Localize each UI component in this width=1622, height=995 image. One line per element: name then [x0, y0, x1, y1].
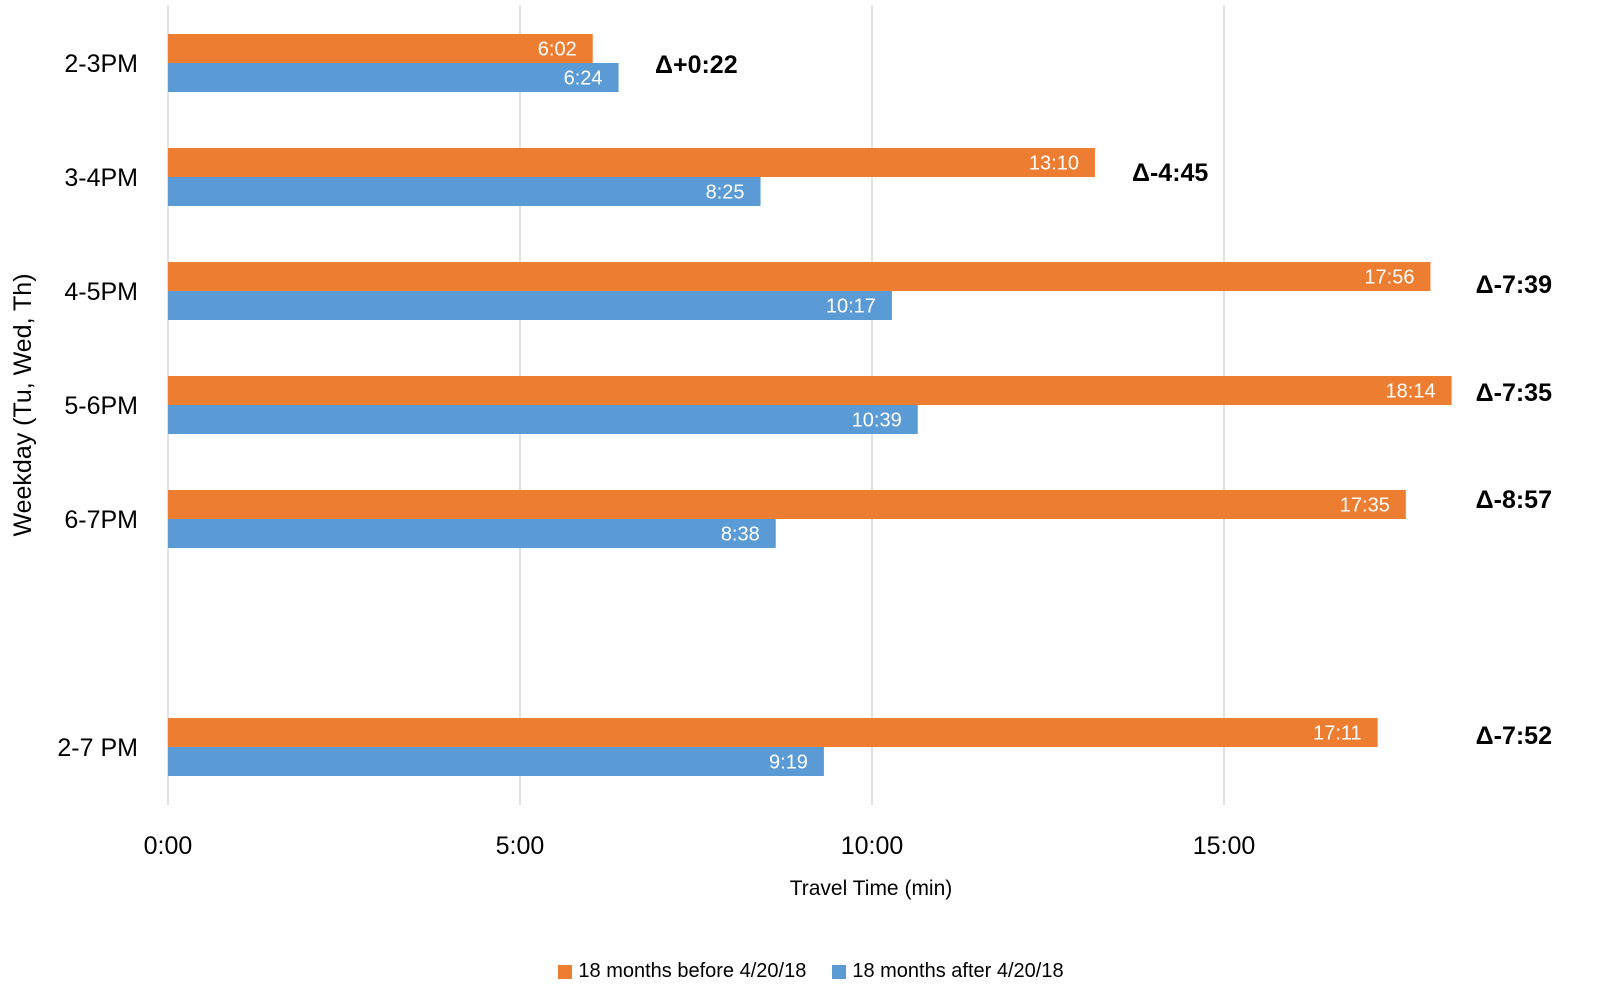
bar-before-2 — [168, 262, 1431, 291]
legend-label-after: 18 months after 4/20/18 — [852, 960, 1064, 982]
bar-after-0 — [168, 63, 619, 92]
category-label-3: 5-6PM — [64, 392, 138, 420]
bar-value-labels: 6:02 13:10 17:56 18:14 17:35 17:11 6:24 8:25 10:… — [538, 39, 1436, 774]
x-tick-label-1: 5:00 — [496, 832, 545, 860]
bar-label-after-2: 10:17 — [826, 296, 876, 318]
category-label-0: 2-3PM — [64, 50, 138, 78]
bar-label-after-4: 8:38 — [721, 524, 760, 546]
delta-annotation-5: Δ-7:52 — [1476, 722, 1552, 750]
bar-label-before-4: 17:35 — [1340, 495, 1390, 517]
bar-label-before-5: 17:11 — [1313, 723, 1362, 745]
bar-label-after-1: 8:25 — [706, 182, 745, 204]
bar-after-3 — [168, 405, 918, 434]
bar-label-after-5: 9:19 — [769, 752, 808, 774]
bar-before-5 — [168, 718, 1378, 747]
bar-label-before-3: 18:14 — [1386, 381, 1436, 403]
x-tick-label-0: 0:00 — [144, 832, 193, 860]
delta-annotations: Δ+0:22 Δ-4:45 Δ-7:39 Δ-7:35 Δ-8:57 Δ-7:52 — [655, 51, 1552, 750]
legend: 18 months before 4/20/18 18 months after… — [0, 960, 1622, 983]
y-axis-title: Weekday (Tu, Wed, Th) — [9, 273, 37, 536]
bar-label-after-3: 10:39 — [852, 410, 902, 432]
category-label-4: 6-7PM — [64, 506, 138, 534]
category-label-2: 4-5PM — [64, 278, 138, 306]
bar-label-before-0: 6:02 — [538, 39, 577, 61]
category-label-5: 2-7 PM — [57, 734, 138, 762]
delta-annotation-1: Δ-4:45 — [1132, 159, 1208, 187]
bar-after-4 — [168, 519, 776, 548]
legend-swatch-after — [832, 964, 847, 979]
x-axis-title: Travel Time (min) — [790, 877, 953, 900]
delta-annotation-2: Δ-7:39 — [1476, 271, 1552, 299]
bar-before-3 — [168, 376, 1452, 405]
bar-label-before-2: 17:56 — [1364, 267, 1414, 289]
delta-annotation-0: Δ+0:22 — [655, 51, 738, 79]
x-tick-label-2: 10:00 — [841, 832, 904, 860]
bar-label-after-0: 6:24 — [564, 68, 603, 90]
legend-item-before: 18 months before 4/20/18 — [558, 960, 806, 983]
bar-after-1 — [168, 177, 761, 206]
bar-label-before-1: 13:10 — [1029, 153, 1079, 175]
category-label-1: 3-4PM — [64, 164, 138, 192]
x-tick-labels: 0:00 5:00 10:00 15:00 — [144, 832, 1256, 860]
bar-before-4 — [168, 490, 1406, 519]
x-tick-label-3: 15:00 — [1193, 832, 1256, 860]
bar-after-5 — [168, 747, 824, 776]
legend-label-before: 18 months before 4/20/18 — [578, 960, 807, 982]
bar-before-0 — [168, 34, 593, 63]
bar-before-1 — [168, 148, 1095, 177]
category-labels: 2-3PM 3-4PM 4-5PM 5-6PM 6-7PM 2-7 PM — [57, 50, 138, 762]
bar-after-2 — [168, 291, 892, 320]
delta-annotation-4: Δ-8:57 — [1476, 486, 1552, 514]
legend-swatch-before — [558, 964, 573, 979]
bars — [168, 34, 1452, 776]
delta-annotation-3: Δ-7:35 — [1476, 379, 1552, 407]
legend-item-after: 18 months after 4/20/18 — [832, 960, 1064, 983]
